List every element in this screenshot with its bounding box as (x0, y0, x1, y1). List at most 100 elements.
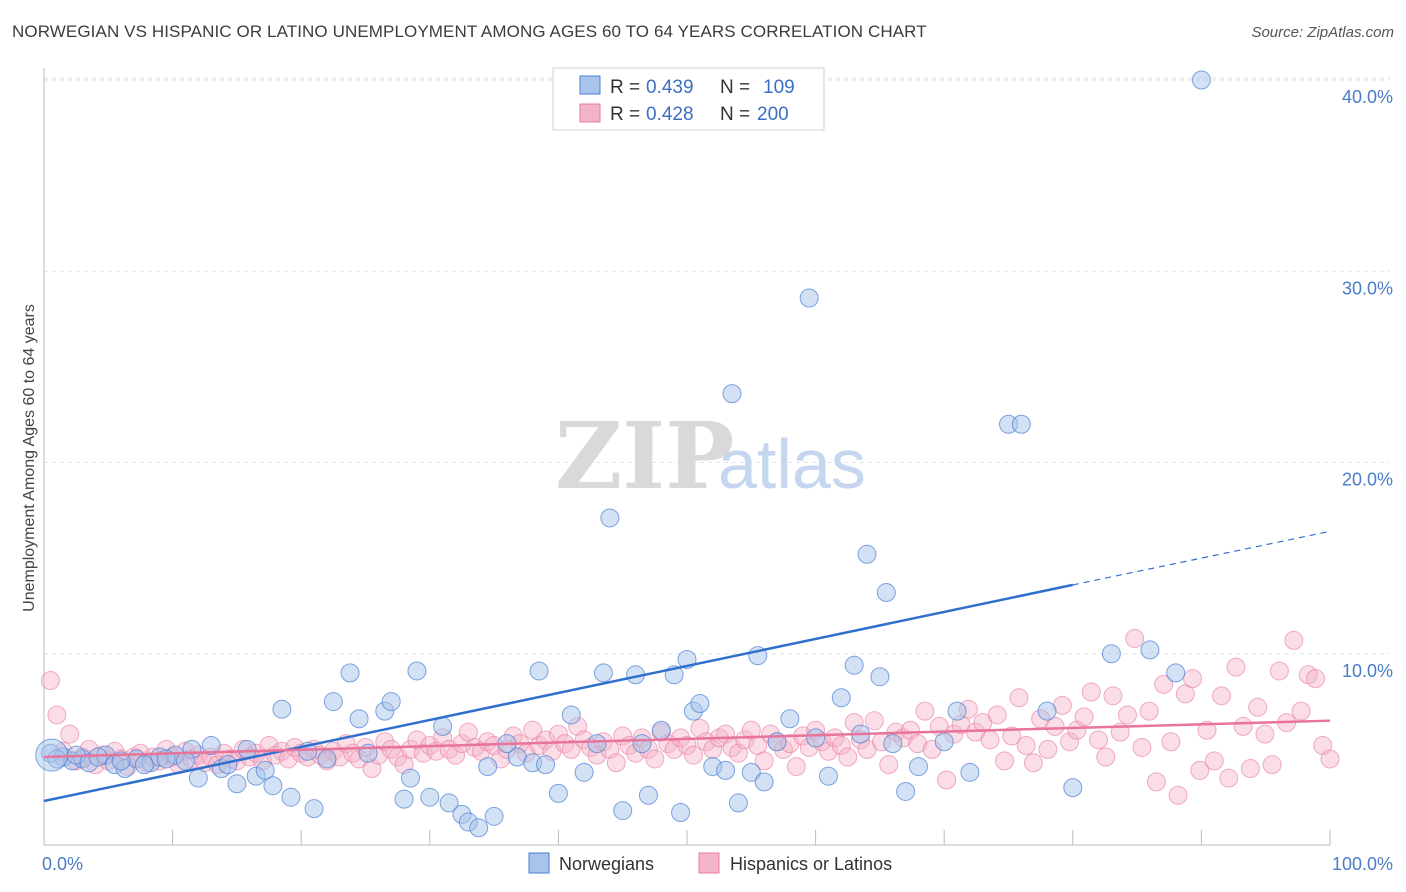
hispanic-point-186 (1284, 630, 1304, 650)
hispanic-point-169 (1161, 732, 1181, 752)
hispanic-point-1 (47, 705, 67, 725)
watermark-atlas: atlas (718, 425, 866, 503)
hispanic-point-64 (452, 734, 472, 754)
hispanic-point-170 (1168, 785, 1188, 805)
norwegian-point-35 (420, 787, 440, 807)
hispanic-point-175 (1204, 751, 1224, 771)
hispanic-point-153 (1045, 716, 1065, 736)
norwegian-point-12 (188, 768, 208, 788)
norwegian-point-87 (960, 762, 980, 782)
hispanic-trend-line (43, 719, 1331, 759)
norwegian-point-68 (741, 762, 761, 782)
hispanic-point-53 (381, 739, 401, 759)
chart-title: NORWEGIAN VS HISPANIC OR LATINO UNEMPLOY… (12, 22, 927, 41)
norwegian-point-74 (806, 728, 826, 748)
hispanic-point-3 (60, 724, 80, 744)
hispanic-point-165 (1132, 737, 1152, 757)
norwegian-point-32 (394, 789, 414, 809)
hispanic-point-187 (1291, 701, 1311, 721)
hispanic-point-134 (908, 734, 928, 754)
legend-n-hispanics: 200 (757, 104, 789, 125)
norwegian-point-49 (561, 705, 581, 725)
hispanic-point-77 (536, 730, 556, 750)
norwegian-point-72 (780, 709, 800, 729)
norwegian-point-76 (831, 688, 851, 708)
norwegian-point-77 (844, 655, 864, 675)
x-tick-label-1: 100.0% (1332, 854, 1393, 874)
hispanic-point-81 (561, 739, 581, 759)
norwegian-point-67 (728, 793, 748, 813)
hispanic-point-100 (683, 745, 703, 765)
norwegian-point-70 (754, 772, 774, 792)
norwegian-point-50 (574, 762, 594, 782)
x-tick-label-0: 0.0% (42, 854, 83, 874)
hispanic-point-158 (1081, 682, 1101, 702)
norwegian-point-95 (1191, 70, 1211, 90)
legend-n-norwegians: 109 (763, 77, 795, 98)
norwegian-point-19 (255, 760, 275, 780)
norwegian-point-36 (433, 716, 453, 736)
hispanic-point-164 (1125, 628, 1145, 648)
hispanic-point-149 (1016, 736, 1036, 756)
norwegian-point-20 (263, 776, 283, 796)
hispanic-point-138 (937, 770, 957, 790)
hispanic-point-159 (1089, 730, 1109, 750)
norwegian-point-42 (484, 806, 504, 826)
y-tick-labels: 10.0% 20.0% 30.0% 40.0% (1342, 87, 1393, 681)
norwegian-point-51 (587, 734, 607, 754)
hispanic-point-116 (786, 757, 806, 777)
hispanic-point-130 (879, 755, 899, 775)
hispanic-point-128 (864, 711, 884, 731)
norwegian-point-40 (469, 818, 489, 838)
norwegian-point-54 (613, 801, 633, 821)
legend-swatch-hispanics (579, 103, 601, 123)
norwegian-point-57 (638, 785, 658, 805)
hispanic-point-152 (1038, 739, 1058, 759)
bottom-legend-label-norwegians: Norwegians (559, 854, 654, 874)
hispanic-point-166 (1139, 701, 1159, 721)
hispanic-point-56 (401, 739, 421, 759)
hispanic-point-88 (606, 753, 626, 773)
norwegian-point-41 (478, 757, 498, 777)
trend-lines (43, 530, 1331, 803)
norwegian-point-99 (88, 747, 108, 767)
norwegian-point-65 (716, 760, 736, 780)
hispanic-point-180 (1240, 759, 1260, 778)
norwegian-point-92 (1101, 644, 1121, 664)
norwegian-point-82 (883, 734, 903, 754)
bottom-legend-swatch-norwegians (528, 852, 550, 874)
y-tick-label-1: 20.0% (1342, 470, 1393, 490)
hispanic-point-191 (1320, 749, 1340, 769)
norwegian-trend-extension (1072, 530, 1331, 586)
norwegian-point-103 (175, 751, 195, 771)
hispanic-point-182 (1255, 724, 1275, 744)
norwegian-point-66 (722, 384, 742, 404)
hispanic-point-146 (994, 751, 1014, 771)
norwegian-point-28 (349, 709, 369, 729)
grid-lines (44, 77, 1390, 655)
norwegian-point-83 (896, 781, 916, 801)
hispanic-point-160 (1096, 747, 1116, 767)
axes (43, 68, 1331, 846)
hispanic-point-179 (1233, 716, 1253, 736)
watermark-zip: ZIP (555, 402, 734, 510)
norwegian-point-63 (690, 693, 710, 713)
y-tick-label-2: 30.0% (1342, 278, 1393, 298)
legend-r-label: R = (610, 77, 640, 98)
norwegian-point-34 (407, 661, 427, 681)
norwegian-point-75 (818, 766, 838, 786)
norwegian-point-73 (799, 288, 819, 308)
norwegian-trend-line (43, 583, 1074, 803)
norwegian-point-85 (934, 732, 954, 752)
bottom-legend-swatch-hispanics (698, 852, 720, 874)
norwegian-point-47 (536, 755, 556, 775)
hispanic-point-167 (1146, 772, 1166, 792)
hispanic-point-99 (677, 736, 697, 756)
y-axis-title: Unemployment Among Ages 60 to 64 years (21, 304, 38, 612)
norwegian-point-89 (1011, 414, 1031, 434)
hispanic-point-123 (831, 736, 851, 756)
norwegian-point-86 (947, 701, 967, 721)
legend-n-label-2: N = (720, 104, 750, 125)
hispanic-point-178 (1226, 657, 1246, 677)
